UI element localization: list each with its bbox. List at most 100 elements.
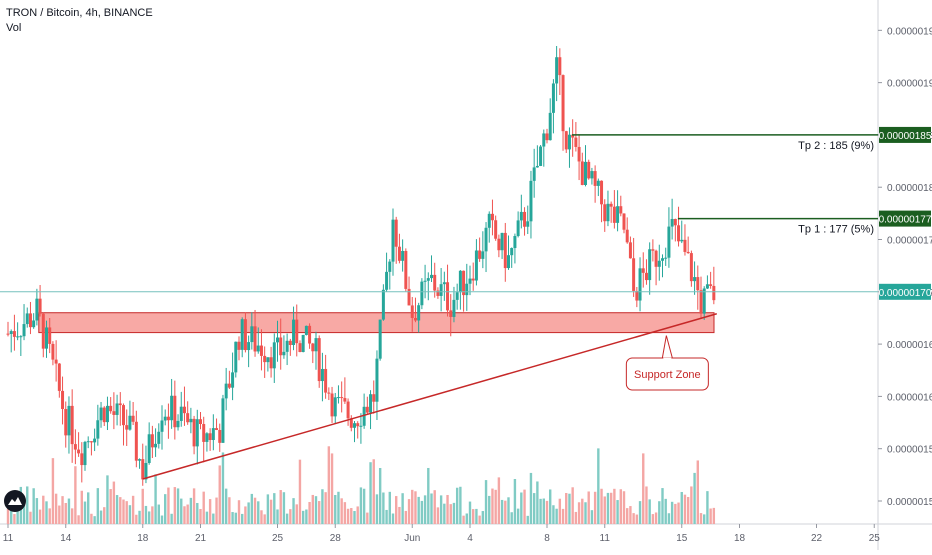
candle-body bbox=[657, 260, 661, 267]
volume-bar bbox=[626, 508, 629, 524]
volume-bar bbox=[430, 493, 433, 524]
candle-body bbox=[497, 238, 501, 251]
candle-body bbox=[391, 219, 395, 262]
volume-bar bbox=[446, 494, 449, 524]
volume-bar bbox=[231, 512, 234, 524]
candle-body bbox=[539, 146, 543, 166]
candle-body bbox=[340, 397, 344, 399]
volume-bar bbox=[382, 492, 385, 524]
time-tick-label: 11 bbox=[3, 533, 14, 544]
volume-bar bbox=[340, 498, 343, 524]
candle-body bbox=[343, 398, 347, 402]
candle-body bbox=[41, 313, 45, 349]
callout-pointer bbox=[661, 335, 674, 359]
volume-bar bbox=[629, 506, 632, 524]
volume-bar bbox=[29, 511, 32, 524]
candle-body bbox=[487, 213, 491, 228]
volume-bar bbox=[343, 502, 347, 524]
candle-body bbox=[304, 325, 308, 335]
volume-bar bbox=[683, 494, 687, 524]
candle-body bbox=[73, 444, 77, 450]
candle-body bbox=[426, 278, 430, 281]
volume-bar bbox=[269, 499, 273, 524]
candle-body bbox=[336, 397, 340, 399]
volume-bar bbox=[475, 508, 478, 524]
volume-bar bbox=[388, 491, 391, 524]
volume-bar bbox=[257, 501, 260, 524]
candle-body bbox=[439, 284, 443, 296]
support-zone-box bbox=[38, 312, 715, 334]
volume-bar bbox=[103, 507, 106, 524]
volume-bar bbox=[93, 516, 96, 524]
volume-bar bbox=[224, 488, 228, 524]
time-tick-label: 28 bbox=[330, 533, 342, 544]
volume-bar bbox=[6, 508, 10, 524]
candle-body bbox=[449, 310, 453, 317]
candle-body bbox=[253, 326, 257, 352]
volume-bar bbox=[266, 494, 270, 524]
volume-bar bbox=[276, 509, 279, 524]
volume-bar bbox=[686, 496, 690, 524]
volume-bar bbox=[234, 512, 237, 524]
candle-body bbox=[147, 434, 151, 463]
volume-bar bbox=[289, 509, 292, 524]
candle-body bbox=[179, 406, 183, 421]
volume-bar bbox=[484, 480, 488, 524]
volume-bar bbox=[439, 495, 443, 524]
candle-body bbox=[622, 213, 626, 230]
volume-bar bbox=[407, 499, 411, 524]
volume-bar bbox=[112, 481, 116, 524]
candle-body bbox=[712, 285, 716, 301]
candle-body bbox=[160, 420, 164, 432]
volume-bar bbox=[170, 513, 173, 524]
volume-bar bbox=[90, 513, 93, 524]
candle-body bbox=[535, 165, 539, 168]
volume-bar bbox=[38, 509, 42, 524]
chart-legend: TRON / Bitcoin, 4h, BINANCE Vol bbox=[6, 6, 153, 36]
price-tick-label: 0.00000165 bbox=[887, 340, 932, 351]
volume-bar bbox=[455, 487, 459, 524]
candle-body bbox=[571, 134, 575, 138]
volume-bar bbox=[427, 467, 430, 524]
volume-bar bbox=[529, 472, 533, 524]
volume-bar bbox=[13, 514, 16, 524]
volume-bar bbox=[568, 493, 571, 524]
candle-body bbox=[192, 418, 196, 447]
volume-bar bbox=[311, 494, 314, 524]
volume-bar bbox=[176, 488, 180, 524]
candle-body bbox=[256, 345, 260, 352]
candle-body bbox=[580, 161, 584, 185]
candle-body bbox=[548, 112, 552, 141]
candle-body bbox=[227, 383, 231, 388]
candle-body bbox=[259, 345, 263, 356]
candle-body bbox=[490, 213, 494, 221]
volume-bar bbox=[51, 458, 55, 524]
volume-bar bbox=[318, 501, 321, 524]
volume-bar bbox=[584, 502, 587, 524]
last-price-tag bbox=[879, 283, 931, 300]
volume-bar bbox=[273, 493, 276, 524]
candle-body bbox=[353, 423, 356, 428]
candle-body bbox=[369, 394, 373, 413]
candle-body bbox=[362, 406, 366, 426]
volume-bar bbox=[420, 500, 424, 524]
volume-bar bbox=[87, 492, 90, 524]
volume-bar bbox=[449, 504, 452, 524]
volume-bar bbox=[346, 508, 350, 524]
candle-body bbox=[478, 250, 482, 259]
volume-bar bbox=[481, 511, 485, 524]
candle-body bbox=[231, 372, 235, 388]
candle-body bbox=[709, 284, 713, 286]
candle-body bbox=[330, 393, 334, 417]
candle-body bbox=[590, 171, 594, 179]
candle-body bbox=[218, 429, 222, 443]
candle-body bbox=[632, 258, 636, 291]
volume-bar bbox=[597, 448, 600, 524]
candle-body bbox=[12, 331, 16, 337]
volume-bar bbox=[571, 487, 574, 524]
take-profit-price: 0.00000185 bbox=[879, 131, 932, 142]
volume-bar bbox=[327, 446, 331, 524]
volume-bar bbox=[125, 501, 128, 524]
